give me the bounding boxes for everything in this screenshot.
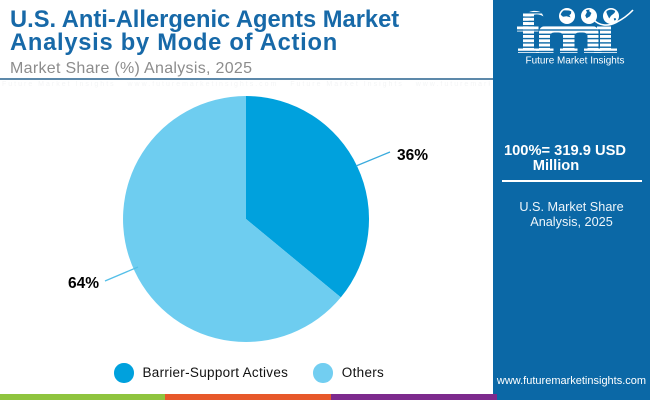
svg-text:Future Market Insights: Future Market Insights xyxy=(526,56,625,67)
